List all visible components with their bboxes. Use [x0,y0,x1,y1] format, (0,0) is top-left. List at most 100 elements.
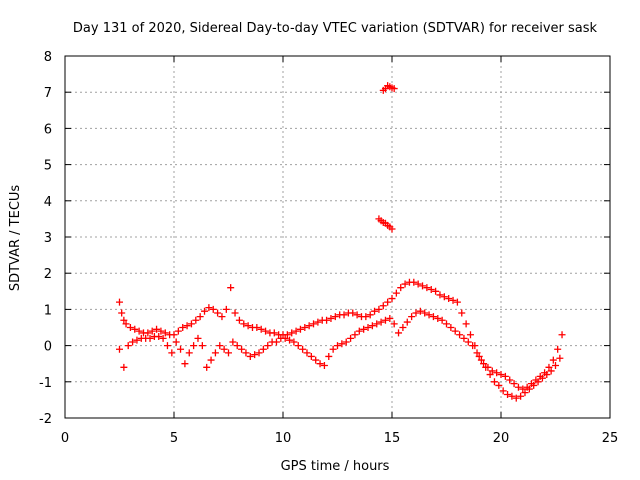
data-point [453,298,461,306]
data-point [187,320,195,328]
data-point [155,333,163,341]
data-point [323,316,331,324]
data-point [436,291,444,299]
data-point [216,342,224,350]
data-point [521,389,529,397]
data-point [547,367,555,375]
data-point [218,313,226,321]
data-point [556,354,564,362]
data-point [543,371,551,379]
data-point [153,325,161,333]
data-point [133,336,141,344]
x-tick-label: 10 [275,431,292,446]
data-point [288,329,296,337]
data-point [401,280,409,288]
y-tick-label: -2 [39,412,52,427]
data-point [272,338,280,346]
data-point [194,334,202,342]
y-tick-label: 5 [44,159,52,174]
data-point [190,342,198,350]
data-point [220,345,228,353]
data-point [432,287,440,295]
data-point [493,369,501,377]
data-point [414,280,422,288]
data-point [530,381,538,389]
data-point [475,352,483,360]
data-point [410,278,418,286]
data-point [146,334,154,342]
data-point [305,322,313,330]
data-point [270,329,278,337]
data-point [124,342,132,350]
data-point [174,327,182,335]
data-point [185,349,193,357]
data-point [307,352,315,360]
data-point [225,349,232,357]
y-tick-label: -1 [39,376,52,391]
data-point [480,360,488,368]
data-point [447,324,455,331]
data-point [181,360,189,368]
data-point [148,327,156,335]
data-point [451,327,459,335]
data-point [229,338,237,346]
data-point [161,329,169,337]
data-point [386,314,394,322]
data-point [292,327,300,335]
data-point [412,309,420,317]
data-point [355,327,363,335]
data-point [375,305,383,313]
data-point [371,307,379,315]
data-point [552,362,559,370]
y-tick-label: 1 [44,303,52,318]
data-point [362,313,370,321]
data-point [329,345,337,353]
data-point [403,318,411,326]
data-point [384,298,392,306]
chart-title: Day 131 of 2020, Sidereal Day-to-day VTE… [73,21,598,36]
data-point [255,349,263,357]
data-point [397,284,405,292]
data-point [244,322,252,330]
y-tick-label: 6 [44,122,52,137]
data-point [469,342,477,350]
data-point [122,320,130,328]
data-point [253,324,261,331]
data-point [116,298,123,306]
data-point [377,318,385,326]
data-point [192,316,200,324]
data-point [203,363,211,371]
data-points [116,82,566,402]
data-point [549,356,557,364]
data-point [264,342,272,350]
data-point [364,324,372,331]
data-point [488,367,496,375]
data-point [325,352,333,360]
data-point [392,289,400,297]
data-point [196,313,204,321]
data-point [458,309,466,317]
data-point [512,394,520,402]
data-point [519,385,527,393]
data-point [120,363,128,371]
data-point [286,336,294,344]
data-point [482,363,490,371]
data-point [558,331,566,339]
data-point [238,345,246,353]
data-point [504,390,512,398]
y-tick-label: 3 [44,231,52,246]
data-point [443,320,450,328]
data-point [301,324,309,331]
y-tick-label: 7 [44,86,52,101]
data-point [508,392,516,400]
data-point [545,363,553,371]
data-point [347,334,355,342]
data-point [506,376,514,384]
data-point [331,313,339,321]
data-point [168,349,176,357]
data-point [381,316,389,324]
data-point [499,387,507,395]
data-point [342,338,350,346]
data-point [525,385,533,393]
